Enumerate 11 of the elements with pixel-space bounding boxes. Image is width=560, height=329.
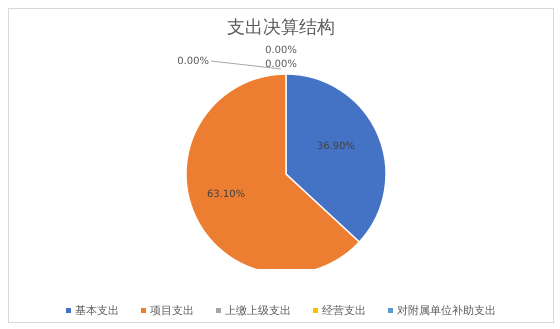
legend-label: 对附属单位补助支出 — [397, 303, 496, 318]
chart-title: 支出决算结构 — [226, 16, 336, 39]
legend-label: 上缴上级支出 — [225, 303, 291, 318]
legend-label: 基本支出 — [75, 303, 119, 318]
text: 0.00% — [177, 56, 209, 67]
legend-label: 项目支出 — [150, 303, 194, 318]
legend-label: 经营支出 — [322, 303, 366, 318]
data-label: 36.90% — [316, 141, 356, 152]
text: 0.00% — [265, 45, 297, 56]
data-label: 63.10% — [206, 189, 246, 200]
text: 0.00% — [265, 59, 297, 70]
